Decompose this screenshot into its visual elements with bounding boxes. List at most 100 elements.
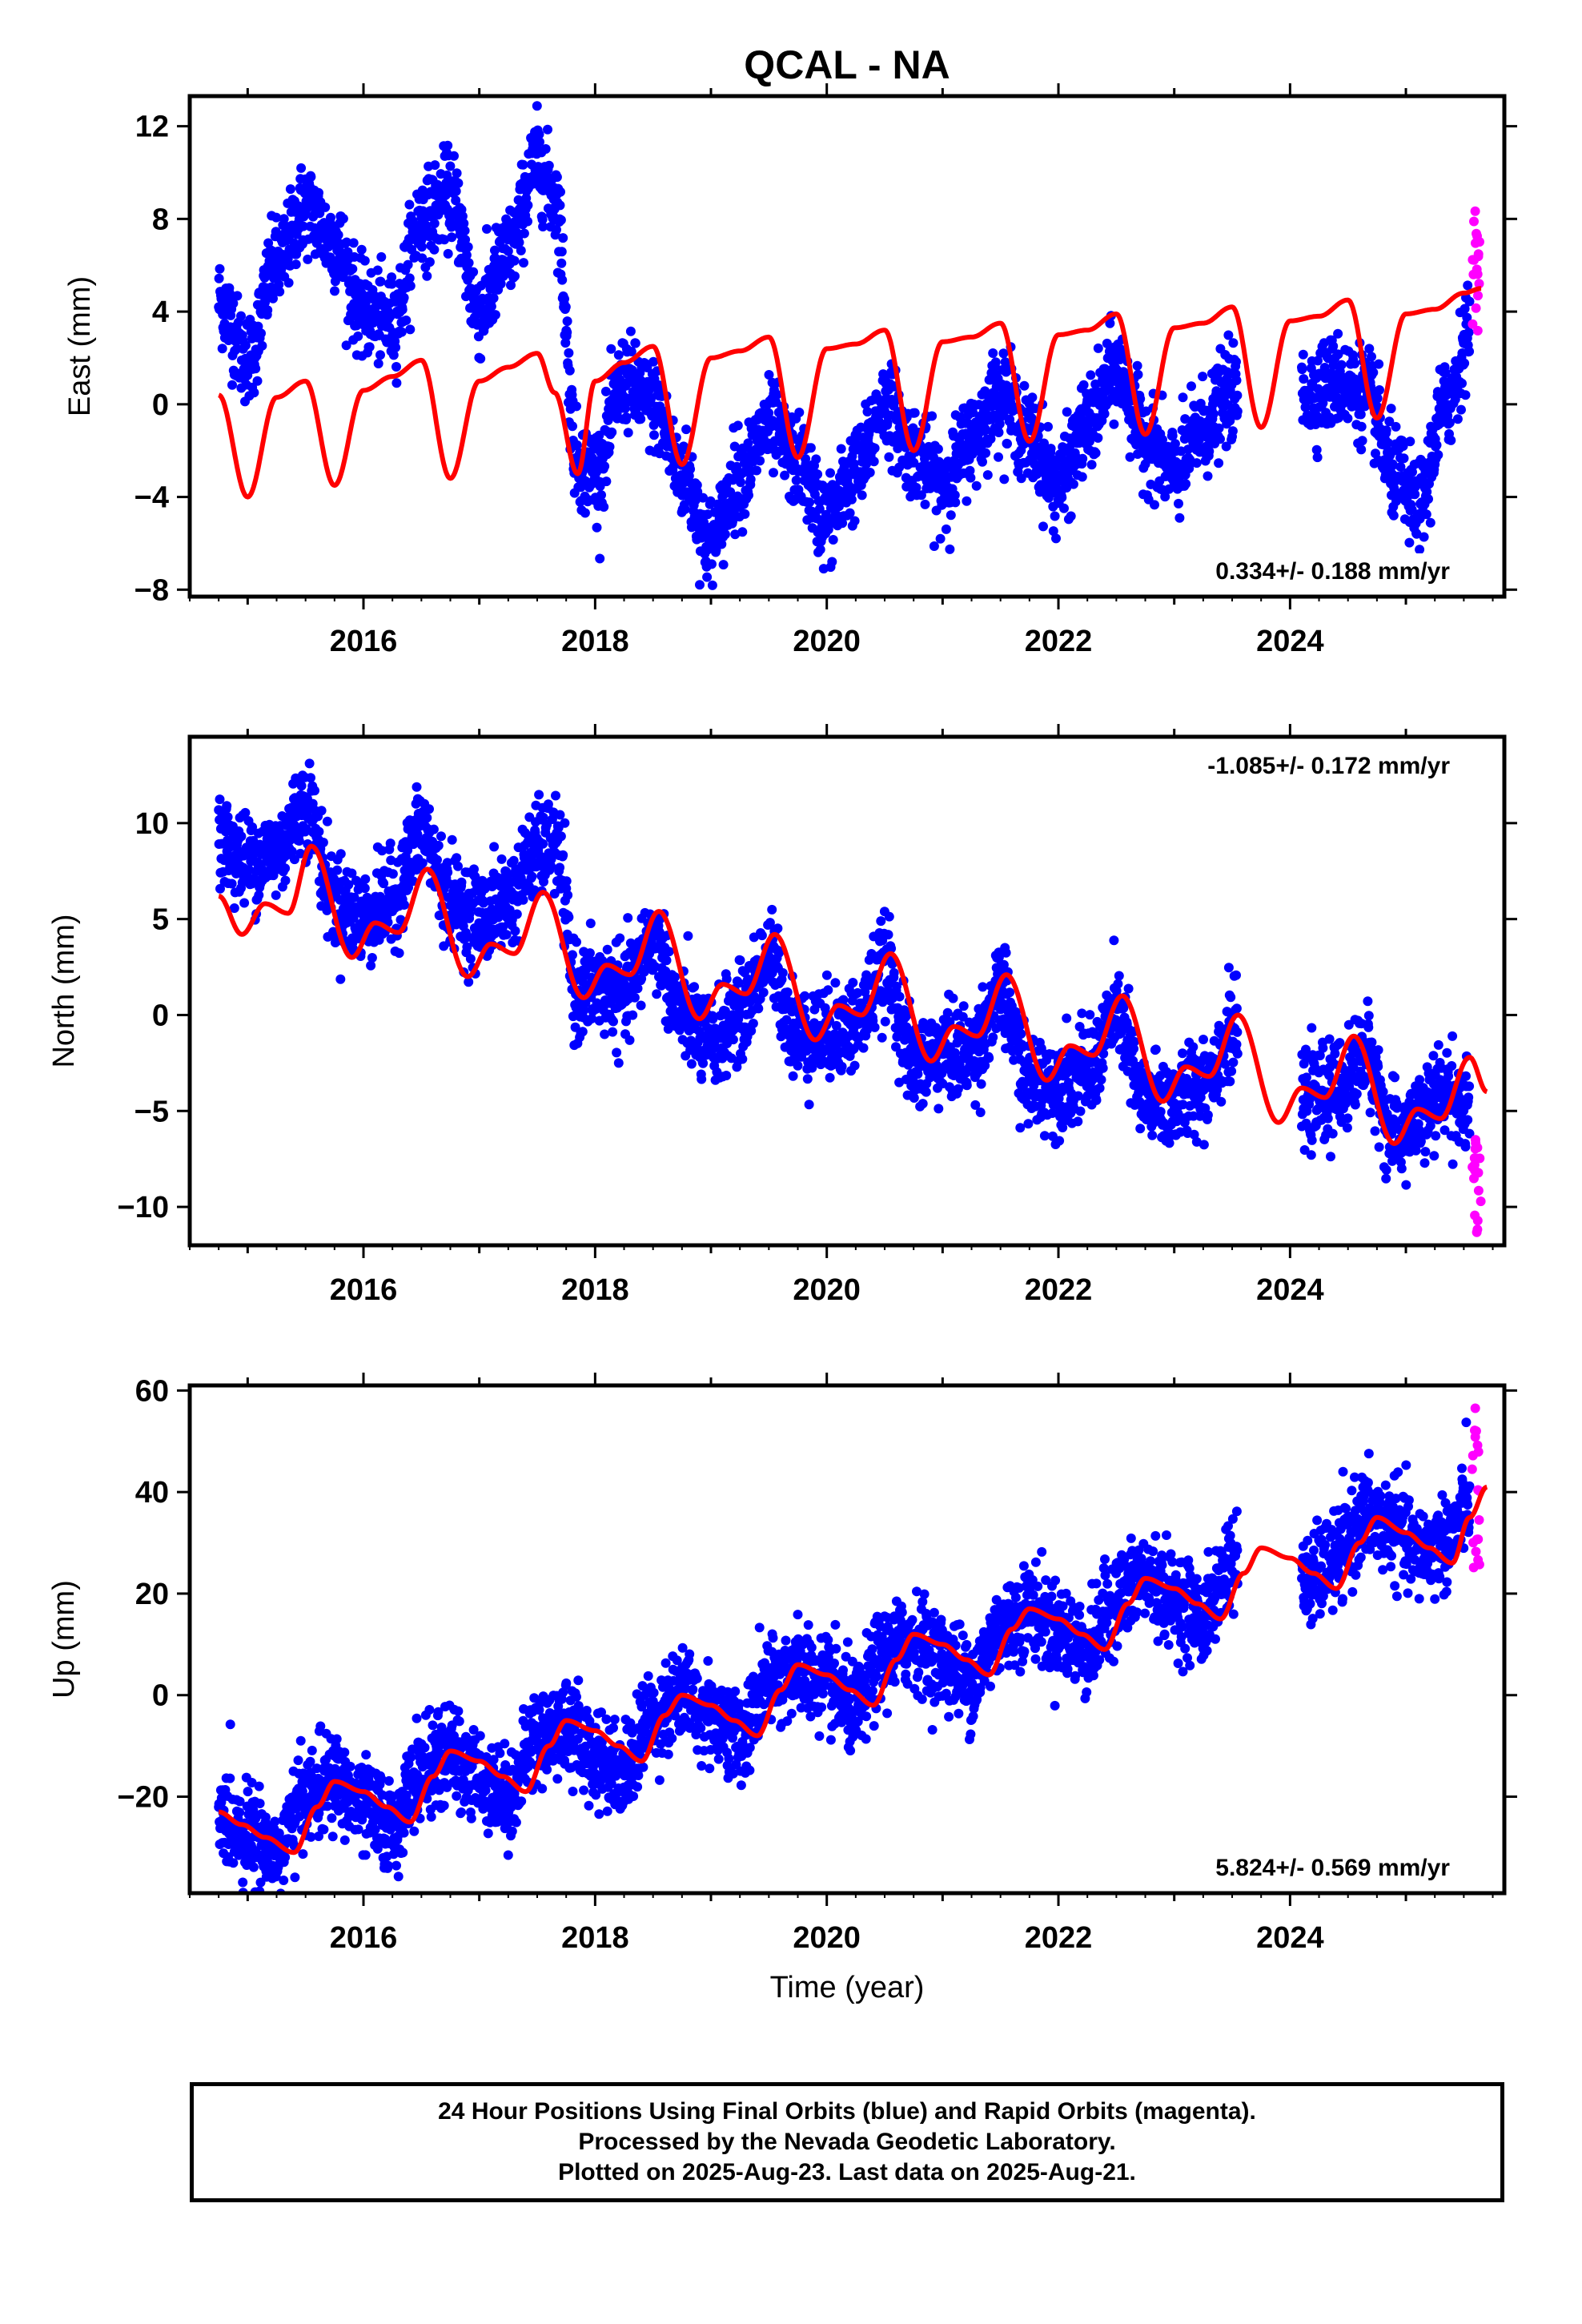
north-point <box>728 1035 738 1045</box>
east-point <box>1221 441 1231 452</box>
north-plot-area <box>214 758 1488 1237</box>
east-point <box>1350 359 1359 369</box>
east-point <box>1433 450 1443 460</box>
north-point <box>773 923 783 934</box>
east-point <box>376 251 387 262</box>
east-point <box>556 187 565 197</box>
east-point <box>459 219 469 228</box>
east-point <box>974 400 984 410</box>
east-point <box>401 316 412 325</box>
east-point <box>388 350 399 360</box>
east-point <box>1374 359 1384 369</box>
east-point <box>680 504 690 514</box>
east-point <box>296 163 307 173</box>
north-point <box>560 818 570 828</box>
east-point <box>490 310 500 320</box>
east-point <box>805 497 815 508</box>
north-point <box>239 898 250 908</box>
east-point <box>755 456 765 466</box>
north-point <box>287 846 297 857</box>
east-point <box>391 378 402 388</box>
east-point <box>1312 452 1323 463</box>
east-point <box>320 202 331 212</box>
east-point <box>846 494 857 505</box>
east-point <box>990 357 1001 368</box>
east-point <box>1043 493 1054 503</box>
north-point <box>664 947 674 957</box>
east-point <box>1050 511 1060 521</box>
east-point <box>980 424 990 434</box>
north-point <box>335 974 346 984</box>
east-point <box>1204 446 1215 456</box>
east-point <box>1170 439 1180 449</box>
east-point <box>707 559 717 569</box>
east-point <box>1405 436 1415 447</box>
east-rapid-orbit-points <box>1468 206 1484 336</box>
east-final-orbit-points <box>214 101 1475 590</box>
east-y-tick-label: 8 <box>152 203 169 236</box>
north-point <box>268 854 279 865</box>
north-point <box>556 831 566 842</box>
east-point <box>523 200 533 211</box>
east-point <box>518 159 528 170</box>
east-point <box>1174 513 1185 523</box>
east-point <box>1178 392 1188 403</box>
north-point <box>543 799 553 810</box>
north-point <box>793 1060 803 1071</box>
north-point <box>802 1074 813 1084</box>
east-point <box>1167 431 1178 441</box>
east-rapid-point <box>1473 291 1483 301</box>
east-point <box>453 178 464 188</box>
east-y-axis-label: East (mm) <box>63 276 97 416</box>
east-point <box>338 214 348 223</box>
east-point <box>330 276 340 287</box>
north-point <box>360 874 371 884</box>
north-point <box>343 879 354 890</box>
east-point <box>397 304 408 315</box>
east-point <box>476 353 486 364</box>
east-point <box>869 456 879 467</box>
east-point <box>1191 458 1202 468</box>
east-point <box>303 254 313 264</box>
east-point <box>1231 376 1242 385</box>
east-point <box>965 465 975 476</box>
east-point <box>1027 392 1038 403</box>
north-point <box>510 926 520 936</box>
north-final-orbit-points <box>214 758 1475 1190</box>
east-point <box>372 265 383 275</box>
east-point <box>343 247 353 257</box>
east-point <box>1223 330 1234 340</box>
east-point <box>780 470 790 480</box>
east-point <box>457 211 468 221</box>
north-point <box>788 1071 798 1081</box>
east-point <box>217 344 227 354</box>
east-point <box>306 171 316 182</box>
north-point <box>215 794 225 805</box>
east-point <box>600 386 611 396</box>
north-point <box>469 864 479 875</box>
north-point <box>551 790 560 801</box>
north-point <box>442 858 452 868</box>
east-point <box>552 224 561 235</box>
east-point <box>283 278 294 288</box>
east-point <box>621 412 632 422</box>
east-point <box>463 242 473 252</box>
north-point <box>271 890 281 900</box>
east-point <box>443 140 453 151</box>
north-point <box>247 822 258 832</box>
east-point <box>1132 360 1142 371</box>
east-point <box>371 301 381 312</box>
north-point <box>561 876 572 887</box>
east-point <box>285 184 295 195</box>
east-point <box>869 443 880 453</box>
north-point <box>767 904 777 915</box>
east-point <box>678 441 689 452</box>
east-point <box>252 376 263 386</box>
east-point <box>769 468 778 478</box>
east-point <box>552 172 562 183</box>
east-point <box>564 365 575 376</box>
east-point <box>506 280 516 291</box>
north-point <box>577 1027 588 1037</box>
east-point <box>743 438 753 448</box>
east-point <box>950 497 961 508</box>
